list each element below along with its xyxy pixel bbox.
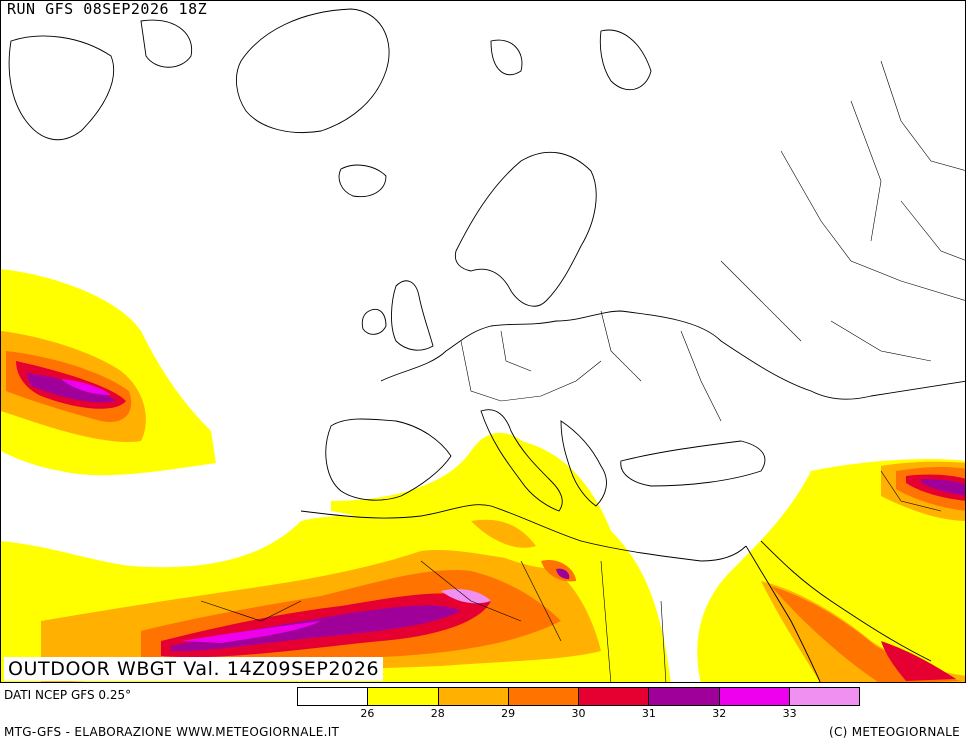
field-africa-33 xyxy=(441,589,491,604)
field-32-33 xyxy=(61,379,111,395)
field-africa-31-32 xyxy=(171,605,461,652)
legend-tick-label: 33 xyxy=(782,707,797,720)
source-label: DATI NCEP GFS 0.25° xyxy=(4,688,132,702)
legend-tick-label: 31 xyxy=(641,707,656,720)
scandinavia-coast xyxy=(454,151,597,307)
credit-left: MTG-GFS - ELABORAZIONE WWW.METEOGIORNALE… xyxy=(4,725,340,739)
map-canvas xyxy=(1,8,965,682)
legend-swatch xyxy=(579,688,650,705)
redsea-coast xyxy=(745,545,821,682)
field-me-26-28 xyxy=(697,459,965,682)
iberia-coast xyxy=(325,418,452,501)
ireland-coast xyxy=(361,308,387,335)
credit-right: (C) METEOGIORNALE xyxy=(828,725,960,739)
asia-borders xyxy=(850,60,965,261)
wbgt-fields xyxy=(1,269,965,682)
legend-tick-label: 26 xyxy=(360,707,375,720)
legend-swatch xyxy=(368,688,439,705)
field-med-28-29 xyxy=(471,519,536,548)
run-label: RUN GFS 08SEP2026 18Z xyxy=(5,0,210,18)
legend-swatch xyxy=(789,688,859,705)
legend-swatch xyxy=(649,688,720,705)
legend-swatch xyxy=(298,688,369,705)
italy-coast xyxy=(480,409,563,512)
map-title: OUTDOOR WBGT Val. 14Z09SEP2026 xyxy=(4,657,384,681)
field-med-26-28 xyxy=(331,432,601,570)
legend-tick-label: 30 xyxy=(571,707,586,720)
turkey-coast xyxy=(620,440,766,487)
legend-tick-label: 28 xyxy=(430,707,445,720)
field-med-31 xyxy=(556,568,570,579)
legend-swatch xyxy=(719,688,790,705)
iceland-coast xyxy=(338,164,387,198)
africa-coast xyxy=(300,504,747,562)
field-gulf-31-32 xyxy=(921,479,965,496)
arctic-islands xyxy=(8,19,193,141)
legend-swatch xyxy=(438,688,509,705)
arabia-coast xyxy=(760,540,932,662)
field-31-32 xyxy=(26,373,116,403)
country-borders xyxy=(200,150,965,682)
field-africa-32-33 xyxy=(181,621,321,643)
field-me-29-30 xyxy=(771,586,961,682)
legend-swatch xyxy=(508,688,579,705)
legend-tick-label: 29 xyxy=(501,707,516,720)
weather-map: RUN GFS 08SEP2026 18Z OUTDOOR WBGT Val. … xyxy=(0,0,966,683)
europe-coast xyxy=(380,310,965,400)
balkans-coast xyxy=(560,420,607,507)
footer: DATI NCEP GFS 0.25° 26 28 29 30 31 32 33 MTG-G… xyxy=(0,683,968,745)
coastlines xyxy=(8,8,965,682)
legend-ticks: 26 28 29 30 31 32 33 xyxy=(297,707,860,723)
greenland-coast xyxy=(235,8,390,134)
color-legend xyxy=(297,687,860,706)
field-me-30-31 xyxy=(881,641,956,681)
legend-tick-label: 32 xyxy=(712,707,727,720)
britain-coast xyxy=(391,280,434,351)
svalbard-coast xyxy=(490,29,652,91)
